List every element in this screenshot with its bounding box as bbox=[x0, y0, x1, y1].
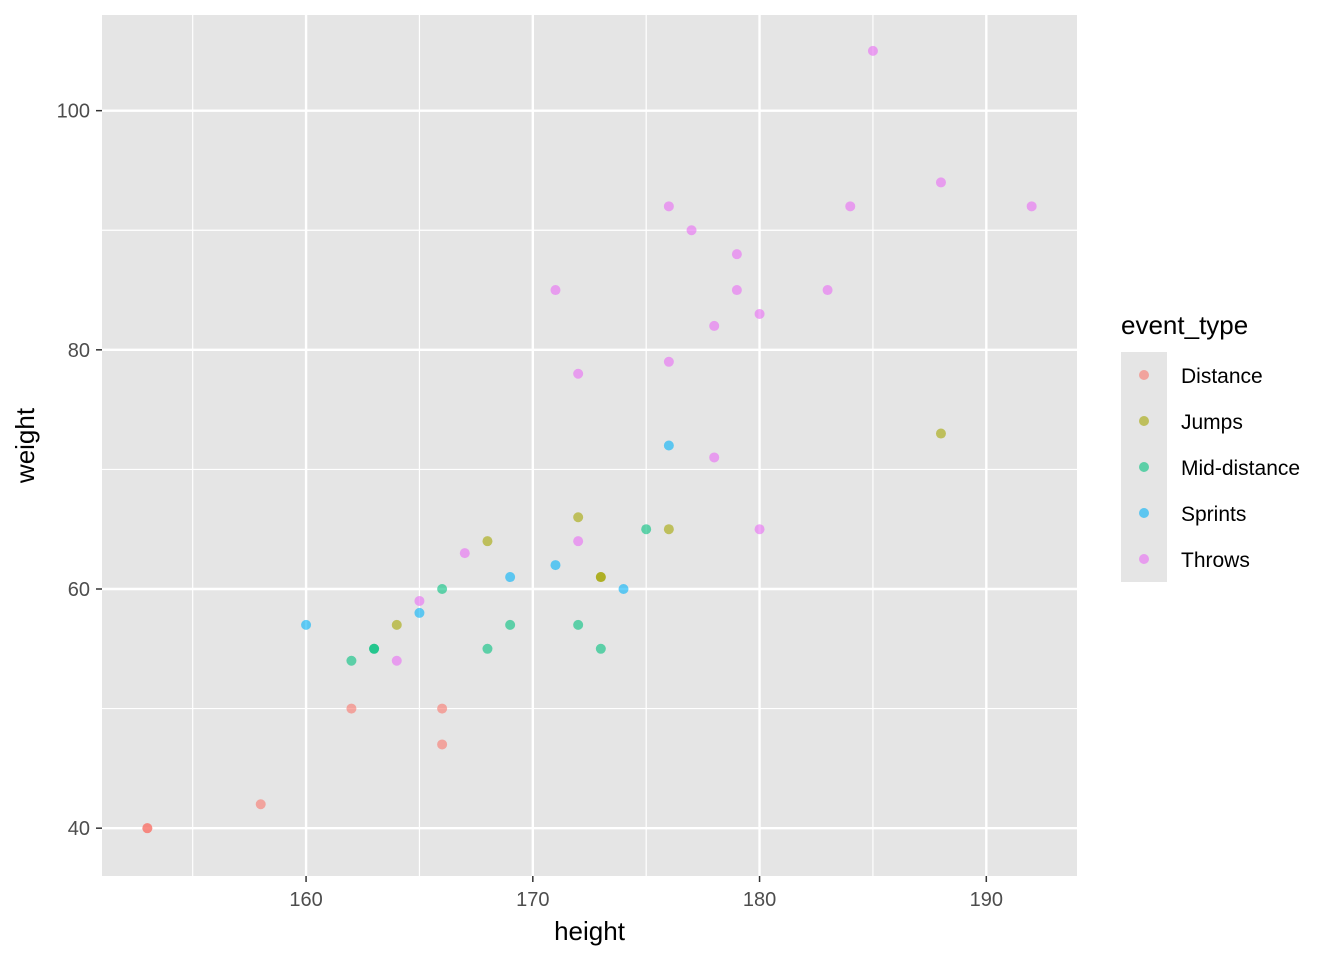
data-point bbox=[391, 655, 402, 666]
data-point bbox=[935, 177, 946, 188]
x-tick-label: 190 bbox=[970, 889, 1003, 911]
legend-label: Sprints bbox=[1181, 503, 1246, 526]
data-point bbox=[505, 572, 516, 583]
data-point bbox=[1026, 201, 1037, 212]
data-point bbox=[437, 739, 448, 750]
x-tick-label: 180 bbox=[743, 889, 776, 911]
y-tick-label: 60 bbox=[68, 579, 90, 601]
minor-gridlines bbox=[102, 15, 1077, 876]
legend-title: event_type bbox=[1121, 310, 1248, 340]
data-point bbox=[845, 201, 856, 212]
data-point bbox=[709, 452, 720, 463]
legend-key-marker bbox=[1139, 462, 1149, 472]
data-point bbox=[595, 643, 606, 654]
data-point bbox=[482, 643, 493, 654]
data-point bbox=[867, 45, 878, 56]
data-point bbox=[618, 584, 629, 594]
data-point bbox=[142, 823, 153, 834]
data-point bbox=[663, 201, 674, 212]
legend-key-marker bbox=[1139, 508, 1149, 518]
data-point bbox=[482, 536, 493, 547]
data-point bbox=[369, 643, 380, 654]
data-point bbox=[731, 285, 742, 296]
data-point bbox=[663, 440, 674, 451]
y-axis-title: weight bbox=[10, 407, 40, 484]
data-point bbox=[754, 524, 765, 535]
data-point bbox=[550, 285, 561, 296]
data-point bbox=[550, 560, 561, 571]
y-tick-label: 100 bbox=[57, 101, 90, 123]
y-tick-label: 40 bbox=[68, 818, 90, 840]
data-point bbox=[595, 572, 606, 583]
data-point bbox=[573, 368, 584, 379]
legend-entries: Distance Jumps Mid-distance Sprints Throws bbox=[1139, 365, 1300, 572]
legend-label: Throws bbox=[1181, 549, 1250, 572]
data-point bbox=[459, 548, 470, 559]
legend-key-marker bbox=[1139, 554, 1149, 564]
data-point bbox=[573, 619, 584, 630]
data-point bbox=[573, 536, 584, 547]
data-point bbox=[663, 356, 674, 367]
legend-label: Jumps bbox=[1181, 411, 1243, 434]
data-point bbox=[709, 320, 720, 331]
y-axis: 40 60 80 100 bbox=[57, 101, 102, 840]
major-gridlines bbox=[102, 15, 1077, 876]
data-point bbox=[391, 619, 402, 630]
data-point bbox=[437, 584, 448, 594]
data-point bbox=[414, 595, 425, 606]
legend-label: Mid-distance bbox=[1181, 457, 1300, 480]
x-axis-title: height bbox=[554, 916, 626, 946]
legend-key-marker bbox=[1139, 416, 1149, 426]
data-point bbox=[663, 524, 674, 535]
data-point bbox=[731, 249, 742, 260]
data-point bbox=[414, 607, 425, 618]
data-point bbox=[346, 655, 357, 666]
legend-label: Distance bbox=[1181, 365, 1263, 388]
data-point bbox=[301, 619, 312, 630]
data-point bbox=[754, 308, 765, 319]
data-point bbox=[573, 512, 584, 523]
x-tick-label: 160 bbox=[289, 889, 322, 911]
x-axis: 160 170 180 190 bbox=[289, 876, 1003, 911]
data-point bbox=[935, 428, 946, 439]
data-point bbox=[255, 799, 266, 810]
data-point bbox=[686, 225, 697, 236]
data-point bbox=[346, 703, 357, 714]
points bbox=[142, 45, 1037, 834]
data-point bbox=[822, 285, 833, 296]
data-point bbox=[437, 703, 448, 714]
plot-panel bbox=[102, 15, 1077, 876]
x-tick-label: 170 bbox=[516, 889, 549, 911]
legend-key-marker bbox=[1139, 370, 1149, 380]
legend: event_type Distance Jumps Mid-distance Spri… bbox=[1121, 310, 1300, 582]
y-tick-label: 80 bbox=[68, 340, 90, 362]
data-point bbox=[505, 619, 516, 630]
data-point bbox=[641, 524, 652, 535]
